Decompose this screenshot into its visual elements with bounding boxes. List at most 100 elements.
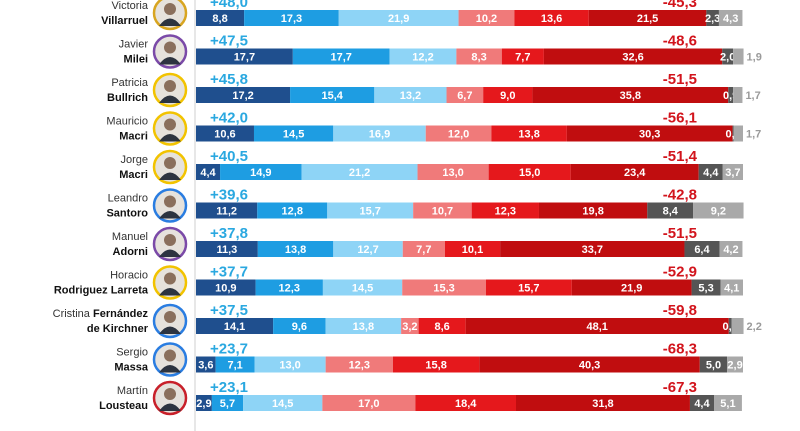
- person-last-name: Bullrich: [107, 92, 148, 104]
- segment-label: 19,8: [582, 205, 603, 217]
- bar-segment: [322, 395, 416, 411]
- segment-label: 14,5: [272, 398, 293, 410]
- avatar-body: [159, 172, 181, 180]
- bar-segment: [253, 125, 334, 142]
- segment-label: 10,7: [432, 205, 453, 217]
- bar-segment: [689, 395, 715, 411]
- segment-label: 15,0: [519, 167, 540, 179]
- segment-label: 4,4: [703, 167, 719, 179]
- bar-segment: [456, 48, 502, 65]
- bar-segment: [333, 241, 403, 257]
- bar-segment: [196, 241, 258, 257]
- segment-label: 8,8: [212, 13, 227, 25]
- segment-label: 2,3: [705, 13, 720, 25]
- bar-segment: [458, 10, 515, 26]
- segment-label: 15,4: [321, 90, 343, 102]
- segment-label: 4,3: [723, 13, 738, 25]
- bar-segment: [727, 356, 743, 373]
- bar-segment: [698, 164, 723, 180]
- segment-label: 5,7: [220, 398, 235, 410]
- segment-label: 14,5: [283, 128, 304, 140]
- bar-segment: [196, 318, 274, 334]
- bar-segment: [514, 10, 589, 26]
- segment-label: 21,5: [637, 13, 658, 25]
- bar-segment: [728, 318, 732, 334]
- segment-label: 9,6: [292, 321, 307, 333]
- positive-total: +42,0: [210, 109, 248, 126]
- segment-label: 10,9: [215, 282, 236, 294]
- avatar-head: [164, 157, 176, 169]
- person-last-name: Adorni: [113, 246, 148, 258]
- bar-segment: [515, 395, 690, 411]
- segment-label: 40,3: [579, 359, 600, 371]
- segment-label: 32,6: [622, 51, 643, 63]
- segment-label: 9,2: [711, 205, 726, 217]
- segment-label: 30,3: [639, 128, 660, 140]
- bar-segment: [719, 241, 743, 257]
- segment-label: 3,7: [725, 167, 740, 179]
- person-first-name: Javier: [119, 38, 149, 50]
- bar-segment: [402, 279, 486, 296]
- segment-label: 10,1: [462, 244, 483, 256]
- bar-segment: [211, 395, 244, 411]
- positive-total: +37,7: [210, 263, 248, 280]
- bar-segment: [570, 164, 699, 180]
- segment-label: 1,7: [746, 128, 761, 140]
- avatar-head: [164, 80, 176, 92]
- bar-segment: [699, 356, 728, 373]
- bar-segment: [720, 279, 743, 296]
- bar-segment: [425, 125, 492, 142]
- avatar-head: [164, 3, 176, 15]
- segment-label: 12,0: [448, 128, 469, 140]
- segment-label: 1,7: [745, 90, 760, 102]
- segment-label: 14,5: [352, 282, 373, 294]
- person-last-name: Santoro: [106, 207, 148, 219]
- segment-label: 4,4: [694, 398, 710, 410]
- segment-label: 21,9: [621, 282, 642, 294]
- positive-total: +37,5: [210, 302, 248, 319]
- segment-label: 8,4: [663, 205, 679, 217]
- bar-segment: [722, 164, 743, 180]
- bar-segment: [325, 318, 402, 334]
- segment-label: 2,9: [727, 359, 742, 371]
- bar-segment: [693, 202, 744, 219]
- bar-segment: [485, 279, 572, 296]
- first-name: Mauricio: [106, 115, 148, 127]
- avatar-head: [164, 41, 176, 54]
- bar-segment: [538, 202, 648, 219]
- segment-label: 15,7: [518, 282, 539, 294]
- avatar-body: [159, 249, 181, 257]
- first-name: Sergio: [116, 346, 148, 358]
- bar-segment: [500, 241, 685, 257]
- person-first-name: Patricia: [111, 77, 149, 89]
- bar-segment: [718, 10, 743, 26]
- avatar-body: [159, 365, 181, 373]
- bar-segment: [722, 48, 734, 65]
- segment-label: 12,3: [349, 359, 370, 371]
- first-name: Martín: [117, 385, 148, 397]
- person-last-name: Lousteau: [99, 400, 148, 412]
- person-first-name: Horacio: [110, 269, 148, 281]
- segment-label: 2,0: [720, 51, 735, 63]
- person-last-name: Massa: [114, 361, 149, 373]
- bar-segment: [301, 164, 418, 180]
- bar-segment: [417, 164, 489, 180]
- first-name: Manuel: [112, 231, 148, 243]
- bar-segment: [543, 48, 723, 65]
- person-first-name: Victoria: [112, 0, 149, 12]
- segment-label: 4,4: [200, 167, 216, 179]
- avatar-head: [164, 272, 176, 285]
- bar-segment: [196, 164, 221, 180]
- positive-total: +39,6: [210, 186, 248, 203]
- negative-total: -67,3: [663, 379, 697, 396]
- person-last-name: Macri: [119, 169, 148, 181]
- negative-total: -59,8: [663, 302, 697, 319]
- segment-label: 17,3: [281, 13, 302, 25]
- person-first-name: Sergio: [116, 346, 148, 358]
- segment-label: 8,6: [435, 321, 450, 333]
- segment-label: 7,7: [515, 51, 530, 63]
- negative-total: -48,6: [663, 32, 697, 49]
- segment-label: 6,4: [694, 244, 710, 256]
- positive-total: +48,0: [210, 0, 248, 11]
- segment-label: 12,3: [279, 282, 300, 294]
